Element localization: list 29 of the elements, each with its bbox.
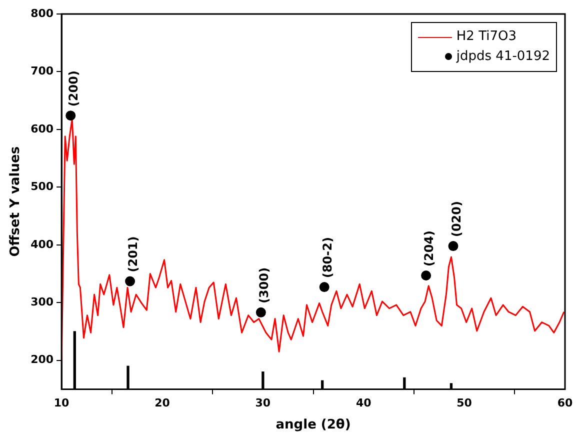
- point: [319, 282, 330, 292]
- y-tick-label: 700: [30, 64, 54, 78]
- x-tick-label: 20: [154, 396, 170, 410]
- x-tick-label: 40: [356, 396, 372, 410]
- annotation: (80-2): [320, 237, 334, 278]
- point: [448, 241, 458, 252]
- point: [421, 270, 432, 280]
- annotation: (204): [422, 230, 436, 266]
- y-axis-title: Offset Y values: [8, 146, 24, 257]
- x-tick-label: 60: [557, 396, 573, 410]
- x-tick-label: 30: [255, 396, 271, 410]
- legend-label: H2 Ti7O3: [456, 28, 517, 46]
- y-tick-label: 400: [30, 238, 54, 251]
- y-tick-label: 800: [30, 6, 54, 20]
- y-tick-label: 200: [30, 353, 54, 366]
- x-tick-label: 10: [54, 396, 70, 410]
- point: [66, 110, 76, 121]
- point: [125, 276, 136, 286]
- y-tick-label: 500: [30, 180, 54, 194]
- y-tick-label: 300: [30, 295, 54, 308]
- annotation: (020): [449, 201, 464, 238]
- annotation: (200): [66, 70, 81, 107]
- point: [256, 307, 266, 318]
- annotation: (300): [257, 267, 272, 304]
- x-axis-title: angle (2θ): [276, 418, 351, 433]
- x-tick-label: 50: [456, 396, 472, 410]
- legend-label: jdpds 41-0192: [456, 48, 550, 66]
- annotation: (201): [126, 236, 140, 272]
- y-tick-label: 600: [30, 122, 54, 136]
